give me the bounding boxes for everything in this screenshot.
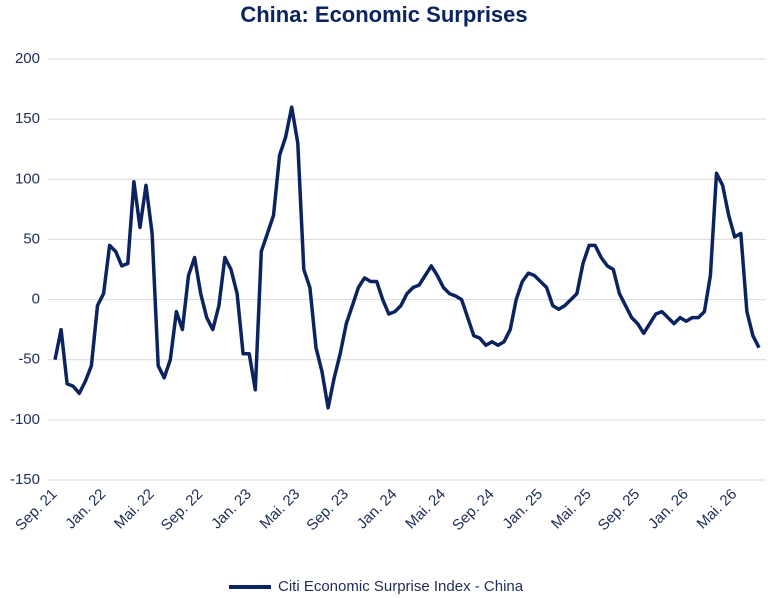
y-tick-label: 100: [15, 170, 40, 187]
x-tick-label: Sep. 22: [158, 486, 207, 535]
x-tick-label: Mai. 24: [402, 486, 449, 533]
x-tick-label: Jan. 23: [208, 486, 255, 533]
y-tick-label: 0: [32, 291, 40, 308]
y-tick-label: 150: [15, 110, 40, 127]
x-tick-label: Mai. 26: [694, 486, 741, 533]
x-tick-label: Sep. 24: [449, 486, 498, 535]
x-tick-label: Jan. 22: [62, 486, 109, 533]
y-tick-label: -50: [18, 351, 40, 368]
x-tick-label: Jan. 26: [645, 486, 692, 533]
y-tick-label: -150: [10, 471, 40, 488]
chart-title: China: Economic Surprises: [240, 2, 527, 27]
x-tick-label: Sep. 25: [595, 486, 644, 535]
y-tick-label: 200: [15, 50, 40, 67]
x-tick-label: Mai. 23: [257, 486, 304, 533]
line: [53, 105, 761, 410]
x-tick-label: Jan. 24: [354, 486, 401, 533]
y-tick-label: -100: [10, 411, 40, 428]
x-tick-label: Mai. 22: [111, 486, 158, 533]
y-tick-label: 50: [23, 230, 40, 247]
legend-label: Citi Economic Surprise Index - China: [278, 578, 524, 595]
x-tick-label: Mai. 25: [548, 486, 595, 533]
x-tick-label: Sep. 23: [303, 486, 352, 535]
x-tick-label: Jan. 25: [499, 486, 546, 533]
x-tick-label: Sep. 21: [12, 486, 61, 535]
